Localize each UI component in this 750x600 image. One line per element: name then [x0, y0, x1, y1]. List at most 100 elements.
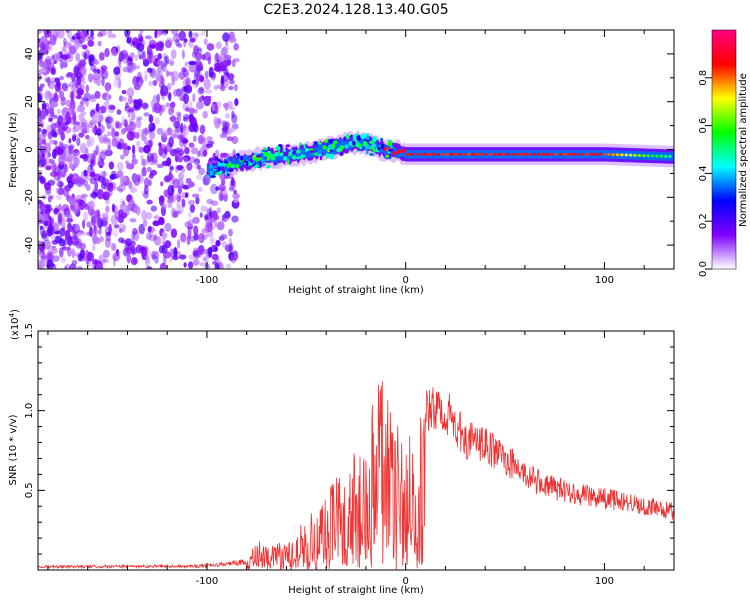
noise-blob	[44, 90, 52, 101]
noise-blob	[86, 138, 92, 148]
noise-blob	[129, 185, 136, 192]
ridge-blob	[523, 152, 528, 156]
colorbar: 0.0 0.2 0.4 0.6 0.8 Normalized spectral ampl…	[698, 29, 749, 277]
noise-blob	[218, 183, 226, 192]
ridge-blob	[541, 152, 545, 156]
noise-blob	[198, 232, 205, 244]
noise-blob	[176, 112, 182, 123]
noise-blob	[178, 172, 184, 181]
noise-blob	[50, 195, 54, 200]
noise-blob	[88, 54, 95, 63]
x-tick-label: 0	[403, 576, 409, 587]
noise-blob	[194, 60, 203, 66]
noise-blob	[196, 164, 201, 169]
noise-blob	[169, 101, 176, 108]
noise-blob	[41, 102, 47, 109]
noise-blob	[51, 66, 57, 76]
ridge-blob	[401, 148, 406, 153]
ridge-scatter	[328, 144, 333, 150]
ridge-blob	[419, 152, 423, 156]
noise-blob	[170, 228, 177, 238]
noise-blob	[201, 53, 206, 61]
noise-blob	[185, 114, 190, 123]
noise-blob	[70, 151, 78, 159]
noise-blob	[91, 113, 100, 125]
noise-blob	[151, 56, 155, 63]
colorbar-tick-label: 0.8	[698, 70, 709, 86]
ridge-scatter	[275, 146, 281, 151]
noise-blob	[166, 69, 169, 78]
noise-blob	[76, 137, 81, 147]
ridge-scatter	[217, 166, 221, 172]
ridge-blob	[572, 152, 576, 156]
noise-blob	[159, 262, 167, 269]
ridge-scatter	[360, 134, 365, 140]
noise-blob	[206, 136, 213, 142]
noise-blob	[181, 168, 186, 173]
noise-blob	[117, 209, 125, 214]
noise-blob	[141, 166, 147, 177]
noise-blob	[53, 93, 59, 103]
ridge-scatter	[385, 154, 390, 158]
noise-blob	[104, 82, 112, 92]
noise-blob	[69, 116, 77, 125]
ridge-scatter	[283, 151, 289, 157]
ridge-scatter	[255, 155, 262, 158]
noise-blob	[221, 120, 227, 128]
noise-blob	[160, 104, 166, 113]
ridge-blob	[440, 152, 445, 156]
noise-blob	[141, 209, 148, 221]
noise-blob	[83, 169, 88, 177]
noise-blob	[87, 153, 96, 160]
noise-blob	[122, 66, 131, 73]
noise-blob	[129, 187, 138, 194]
noise-blob	[151, 252, 156, 261]
noise-blob	[176, 152, 184, 163]
snr-ylabel: SNR (10 * v/v)	[8, 414, 19, 485]
noise-blob	[61, 122, 68, 131]
noise-blob	[167, 184, 175, 196]
noise-blob	[42, 129, 47, 134]
noise-blob	[156, 127, 164, 135]
ridge-scatter	[356, 149, 359, 153]
noise-blob	[220, 60, 228, 68]
noise-blob	[202, 110, 208, 119]
noise-blob	[204, 38, 208, 46]
noise-blob	[105, 231, 112, 237]
noise-blob	[148, 122, 156, 132]
noise-blob	[161, 63, 167, 73]
noise-blob	[123, 119, 128, 127]
noise-blob	[193, 225, 199, 236]
noise-blob	[161, 130, 170, 138]
noise-blob	[192, 93, 196, 103]
noise-blob	[90, 209, 96, 219]
noise-blob	[87, 251, 92, 262]
noise-blob	[189, 203, 196, 213]
ridge-scatter	[313, 141, 318, 145]
noise-blob	[124, 127, 132, 132]
noise-blob	[199, 134, 206, 141]
noise-blob	[97, 188, 104, 200]
noise-blob	[91, 229, 100, 235]
noise-blob	[71, 35, 76, 40]
noise-blob	[47, 179, 56, 186]
noise-blob	[42, 60, 49, 70]
ridge-scatter	[324, 139, 328, 144]
y-tick-label: 40	[24, 48, 35, 61]
noise-blob	[204, 222, 212, 233]
noise-blob	[81, 121, 90, 131]
noise-blob	[169, 61, 175, 67]
noise-blob	[111, 243, 117, 251]
noise-blob	[85, 84, 90, 93]
ridge-scatter	[380, 143, 385, 150]
noise-blob	[101, 76, 105, 87]
noise-blob	[183, 93, 190, 104]
noise-blob	[56, 52, 61, 58]
ridge-mid	[206, 136, 674, 174]
noise-blob	[127, 62, 132, 74]
noise-blob	[234, 98, 239, 107]
noise-blob	[197, 245, 204, 256]
ridge-blob	[628, 153, 633, 157]
noise-blob	[39, 251, 46, 259]
